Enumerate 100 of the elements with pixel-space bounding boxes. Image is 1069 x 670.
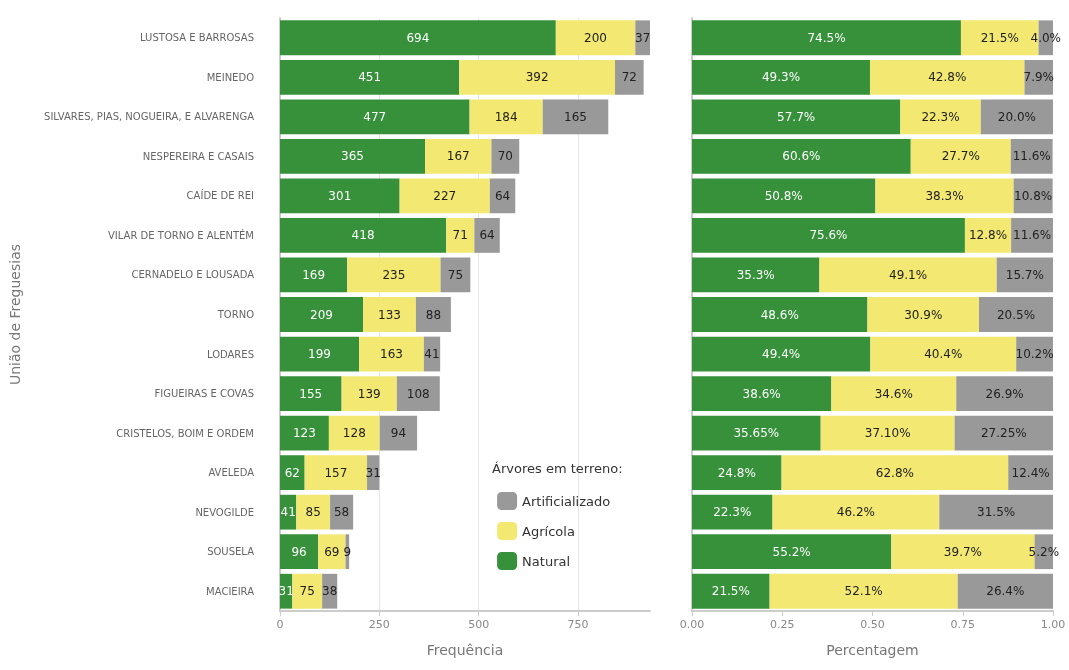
y-tick-label: SILVARES, PIAS, NOGUEIRA, E ALVARENGA <box>44 111 255 123</box>
bar <box>869 59 1025 95</box>
bar <box>474 218 500 253</box>
bar <box>280 99 470 135</box>
bar <box>280 218 447 253</box>
data-label: 64 <box>479 228 495 243</box>
data-label: 55.2% <box>772 544 811 559</box>
data-label: 85 <box>305 505 321 520</box>
bar <box>692 336 871 372</box>
bar <box>831 376 957 411</box>
data-label: 49.1% <box>889 267 928 282</box>
x-axis-title: Frequência <box>426 642 504 658</box>
data-label: 35.3% <box>736 267 775 282</box>
bar <box>939 494 1053 530</box>
data-label: 26.9% <box>985 386 1024 401</box>
data-label: 40.4% <box>924 347 963 362</box>
data-label: 108 <box>406 386 430 401</box>
data-label: 451 <box>358 70 382 85</box>
data-label: 41 <box>280 505 296 520</box>
data-label: 94 <box>390 426 407 441</box>
bar <box>280 257 348 293</box>
bar <box>280 376 342 411</box>
data-label: 24.8% <box>717 465 756 480</box>
bar <box>292 573 323 609</box>
bar <box>555 20 636 56</box>
bar <box>328 415 380 451</box>
data-label: 46.2% <box>836 505 875 520</box>
data-label: 75 <box>447 267 464 282</box>
data-label: 139 <box>357 386 381 401</box>
x-tick-label: 0 <box>276 618 284 631</box>
bar <box>296 494 331 530</box>
bar <box>692 59 870 95</box>
bar <box>692 178 876 214</box>
data-label: 60.6% <box>782 149 821 164</box>
data-label: 418 <box>351 228 375 243</box>
data-label: 21.5% <box>711 584 750 599</box>
bar <box>415 297 451 332</box>
bar <box>280 178 400 214</box>
data-label: 10.8% <box>1014 188 1053 203</box>
bar <box>692 415 821 451</box>
x-axis-title: Percentagem <box>826 642 919 658</box>
y-tick-label: NEVOGILDE <box>195 506 254 518</box>
bar <box>280 455 305 491</box>
bar <box>396 376 440 411</box>
data-label: 15.7% <box>1005 267 1044 282</box>
data-label: 74.5% <box>807 30 846 45</box>
y-tick-label: LODARES <box>206 348 254 360</box>
data-label: 39.7% <box>943 544 982 559</box>
bar <box>772 494 940 530</box>
data-label: 31.5% <box>977 505 1016 520</box>
bar <box>692 494 773 530</box>
y-tick-label: MACIEIRA <box>206 585 255 597</box>
data-label: 165 <box>564 109 587 124</box>
bar <box>867 297 979 332</box>
y-tick-label: TORNO <box>216 309 255 320</box>
x-tick-label: 0.50 <box>860 618 885 631</box>
bar <box>280 534 319 570</box>
data-label: 22.3% <box>713 505 752 520</box>
data-label: 57.7% <box>777 109 816 124</box>
data-label: 35.65% <box>733 426 780 441</box>
bar <box>692 455 782 491</box>
data-label: 62 <box>284 465 300 480</box>
data-label: 49.4% <box>762 347 801 362</box>
bar <box>280 297 364 332</box>
data-label: 38.6% <box>742 386 781 401</box>
data-label: 75.6% <box>809 228 848 243</box>
y-tick-label: NESPEREIRA E CASAIS <box>142 150 254 162</box>
bar <box>446 218 475 253</box>
data-label: 71 <box>452 228 468 243</box>
y-tick-label: FIGUEIRAS E COVAS <box>154 388 254 400</box>
data-label: 26.4% <box>986 584 1025 599</box>
data-label: 69 <box>324 544 340 559</box>
data-label: 21.5% <box>980 30 1019 45</box>
data-label: 4.0% <box>1030 30 1062 45</box>
data-label: 72 <box>621 70 637 85</box>
bar <box>280 59 460 95</box>
data-label: 128 <box>342 426 366 441</box>
x-tick-label: 0.75 <box>950 618 975 631</box>
bar <box>692 20 961 56</box>
legend-title: Árvores em terreno: <box>492 461 623 476</box>
data-label: 41 <box>424 347 440 362</box>
bar <box>347 257 441 293</box>
x-tick-label: 1.00 <box>1040 618 1066 631</box>
y-tick-label: CERNADELO E LOUSADA <box>131 269 255 281</box>
bar <box>692 297 868 332</box>
bar <box>459 59 616 95</box>
data-label: 12.4% <box>1011 465 1050 480</box>
x-tick-label: 250 <box>368 618 390 631</box>
bar <box>304 455 368 491</box>
data-label: 235 <box>382 267 406 282</box>
data-label: 301 <box>328 188 352 203</box>
bar <box>359 336 424 372</box>
bar <box>379 415 418 451</box>
data-label: 27.7% <box>941 149 980 164</box>
bar <box>979 297 1053 332</box>
data-label: 392 <box>525 70 549 85</box>
data-label: 209 <box>310 307 333 322</box>
y-tick-label: CRISTELOS, BOIM E ORDEM <box>116 427 254 439</box>
bar <box>910 138 1011 174</box>
data-label: 58 <box>333 505 350 520</box>
